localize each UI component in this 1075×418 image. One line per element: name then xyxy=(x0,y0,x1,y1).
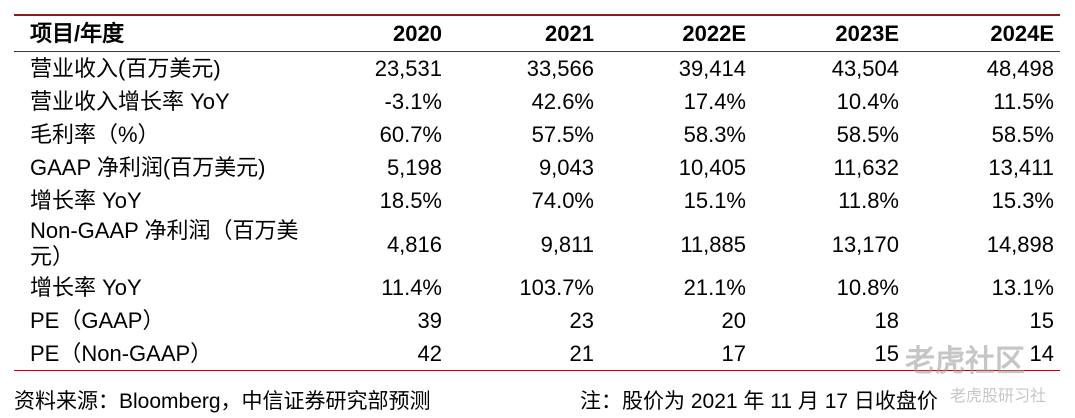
value-cell: 17 xyxy=(600,337,752,371)
value-cell: 13.1% xyxy=(991,275,1054,300)
value-cell: 9,043 xyxy=(538,155,594,180)
value-cell: 11.5% xyxy=(993,89,1054,114)
value-cell: 13,411 xyxy=(988,155,1054,180)
value-cell: 39,414 xyxy=(678,56,746,81)
row-label: 毛利率（%） xyxy=(30,122,160,147)
value-cell: 13,170 xyxy=(831,231,899,257)
row-label: 营业收入(百万美元) xyxy=(30,56,221,81)
value-cell: 11.4% xyxy=(381,275,442,300)
value-cell: 39 xyxy=(417,308,442,333)
row-label: 增长率 YoY xyxy=(30,275,142,300)
table-row: 毛利率（%） 60.7% 57.5% 58.3% 58.5% 58.5% xyxy=(14,118,1060,151)
value-cell: 21 xyxy=(448,337,600,371)
row-label: GAAP 净利润(百万美元) xyxy=(30,155,266,180)
value-cell: 103.7% xyxy=(519,275,594,300)
value-cell: 11,885 xyxy=(680,231,746,257)
value-cell: 15 xyxy=(1029,308,1054,333)
value-cell: 18.5% xyxy=(379,188,442,213)
value-cell: 21.1% xyxy=(683,275,746,300)
row-label: PE（Non-GAAP） xyxy=(14,337,330,371)
value-cell: 58.5% xyxy=(836,122,899,147)
price-note: 注：股价为 2021 年 11 月 17 日收盘价 xyxy=(580,390,938,413)
value-cell: 57.5% xyxy=(531,122,594,147)
row-label: 增长率 YoY xyxy=(30,188,142,213)
value-cell: 60.7% xyxy=(379,122,442,147)
table-row: GAAP 净利润(百万美元) 5,198 9,043 10,405 11,632 13,4… xyxy=(14,151,1060,184)
value-cell: 42.6% xyxy=(531,89,594,114)
value-cell: 42 xyxy=(330,337,448,371)
value-cell: 9,811 xyxy=(540,231,594,257)
row-label: Non-GAAP 净利润（百万美元） xyxy=(30,218,299,269)
header-cell: 2024E xyxy=(905,15,1060,52)
value-cell: 15.1% xyxy=(683,188,746,213)
value-cell: 15 xyxy=(752,337,905,371)
watermark-sub: 老虎股研习社 xyxy=(950,388,1047,405)
value-cell: 10,405 xyxy=(678,155,746,180)
value-cell: 10.8% xyxy=(836,275,899,300)
table-row: PE（Non-GAAP） 42 21 17 15 14 xyxy=(14,337,1060,371)
value-cell: 58.3% xyxy=(683,122,746,147)
watermark: 老虎社区 xyxy=(905,345,1025,378)
value-cell: 23,531 xyxy=(374,56,442,81)
value-cell: 11.8% xyxy=(838,188,899,213)
header-cell: 2020 xyxy=(330,15,448,52)
value-cell: 74.0% xyxy=(531,188,594,213)
value-cell: 5,198 xyxy=(386,155,442,180)
header-row: 项目/年度 2020 2021 2022E 2023E 2024E xyxy=(14,15,1060,52)
header-cell: 2022E xyxy=(600,15,752,52)
table-row: 营业收入(百万美元) 23,531 33,566 39,414 43,504 48,498 xyxy=(14,52,1060,86)
row-label: PE（GAAP） xyxy=(30,308,165,333)
header-cell: 项目/年度 xyxy=(14,15,330,52)
financial-table: 项目/年度 2020 2021 2022E 2023E 2024E 营业收入(百万美元) 2… xyxy=(14,14,1060,371)
value-cell: 20 xyxy=(721,308,746,333)
value-cell: 10.4% xyxy=(836,89,899,114)
table-row: PE（GAAP） 39 23 20 18 15 xyxy=(14,304,1060,337)
table-row: 增长率 YoY 11.4% 103.7% 21.1% 10.8% 13.1% xyxy=(14,271,1060,304)
source-note: 资料来源：Bloomberg，中信证券研究部预测 xyxy=(14,390,431,413)
table-row: Non-GAAP 净利润（百万美元） 4,816 9,811 11,885 13,170… xyxy=(14,217,1060,271)
table-row: 营业收入增长率 YoY -3.1% 42.6% 17.4% 10.4% 11.5% xyxy=(14,85,1060,118)
value-cell: 58.5% xyxy=(991,122,1054,147)
table-body: 营业收入(百万美元) 23,531 33,566 39,414 43,504 48,498… xyxy=(14,52,1060,371)
value-cell: 14 xyxy=(905,337,1060,371)
value-cell: 15.3% xyxy=(991,188,1054,213)
row-label: 营业收入增长率 YoY xyxy=(30,89,230,114)
table-row: 增长率 YoY 18.5% 74.0% 15.1% 11.8% 15.3% xyxy=(14,184,1060,217)
header-cell: 2021 xyxy=(448,15,600,52)
value-cell: 4,816 xyxy=(386,231,442,257)
value-cell: 23 xyxy=(569,308,594,333)
value-cell: 48,498 xyxy=(986,56,1054,81)
value-cell: 43,504 xyxy=(831,56,899,81)
value-cell: 14,898 xyxy=(986,231,1054,257)
value-cell: 17.4% xyxy=(683,89,746,114)
value-cell: 11,632 xyxy=(833,155,899,180)
header-cell: 2023E xyxy=(752,15,905,52)
value-cell: 33,566 xyxy=(526,56,594,81)
value-cell: -3.1% xyxy=(384,89,442,114)
value-cell: 18 xyxy=(874,308,899,333)
